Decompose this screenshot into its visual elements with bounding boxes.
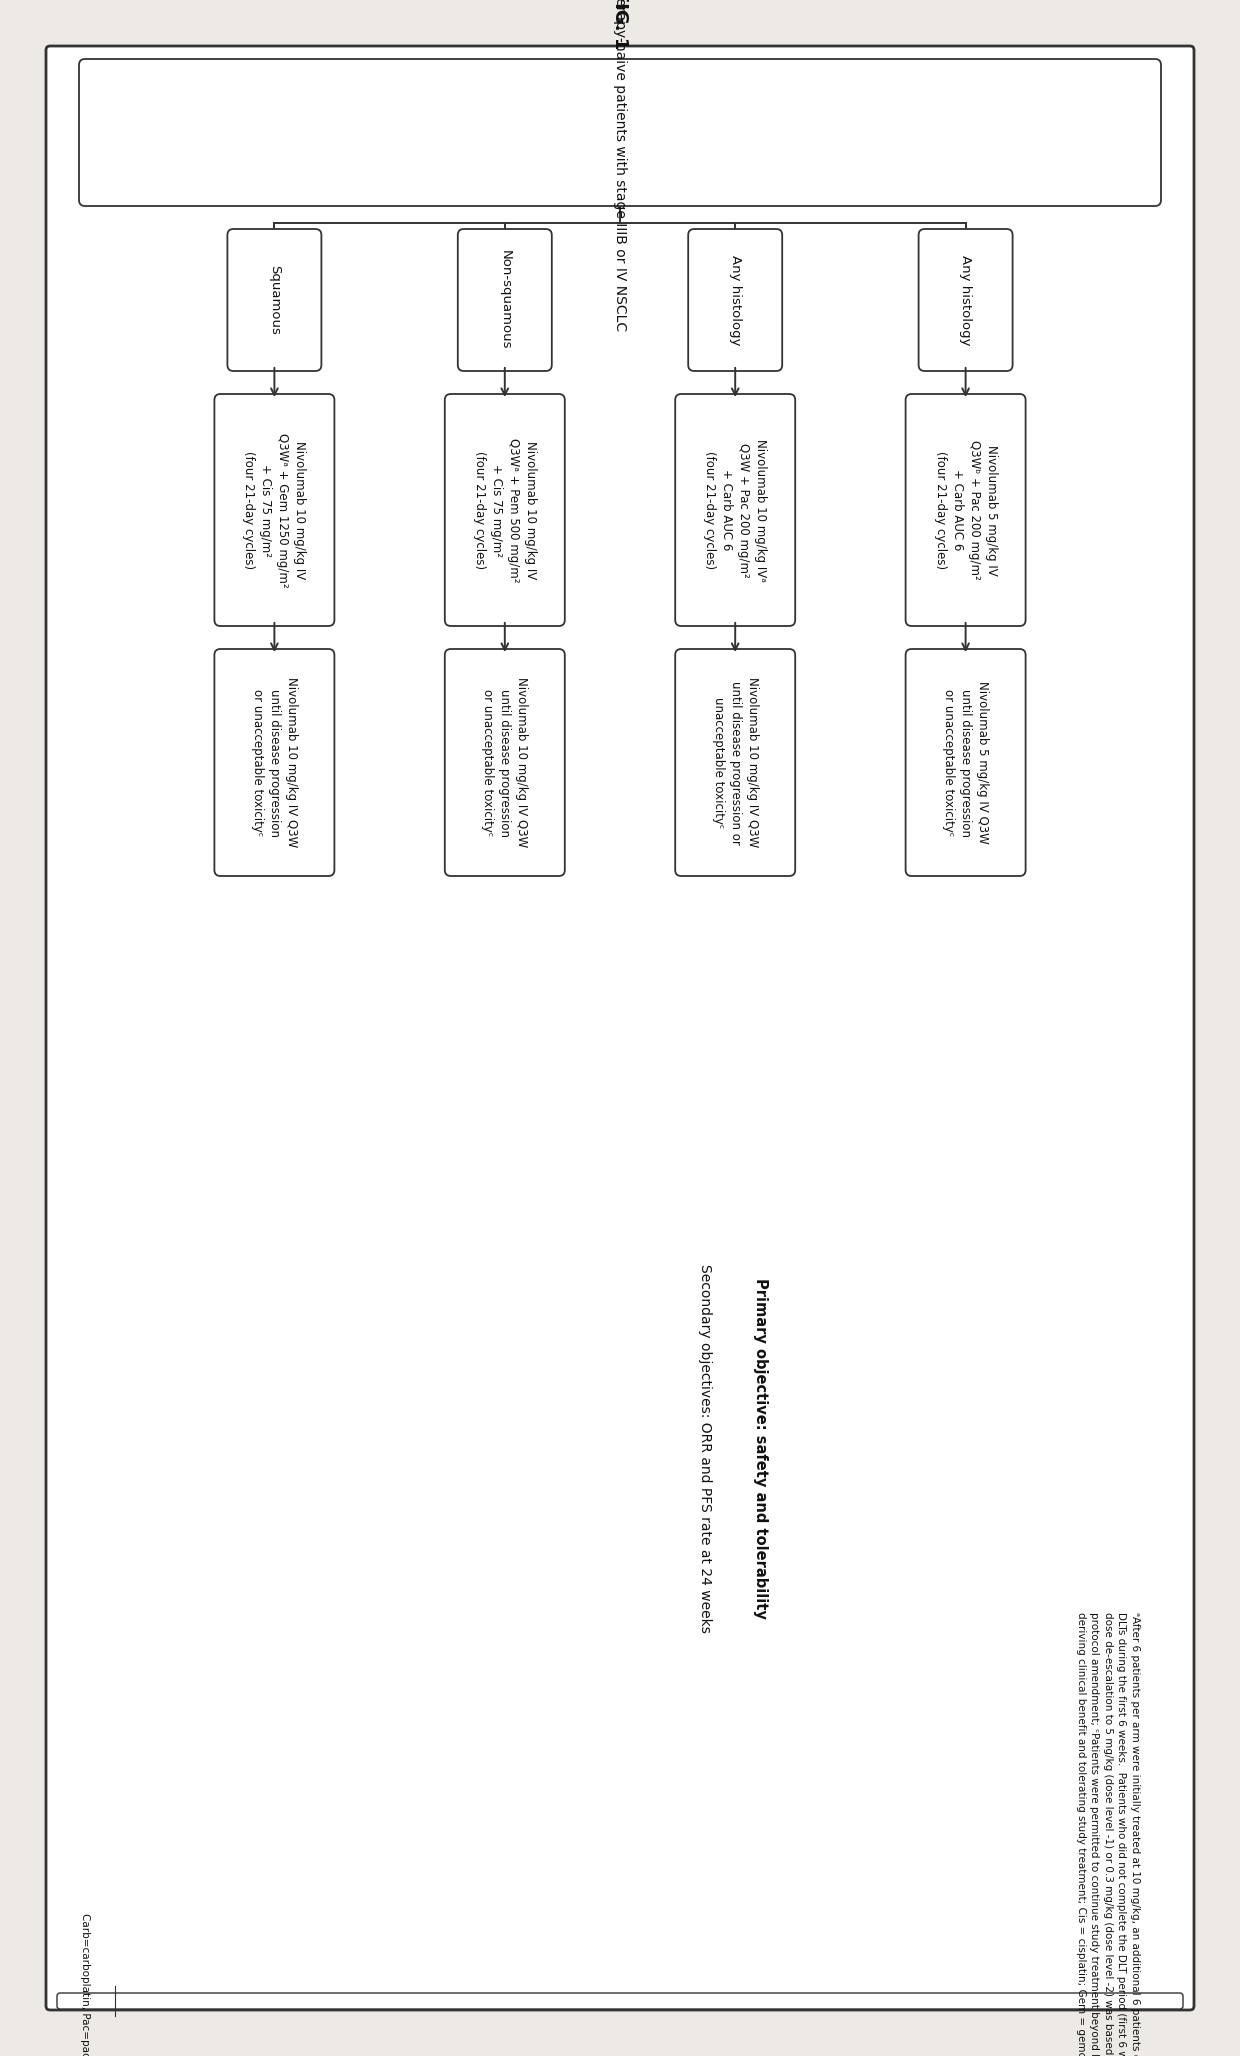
Text: Nivolumab 10 mg/kg IVᵃ
Q3W + Pac 200 mg/m²
+ Carb AUC 6
(four 21-day cycles): Nivolumab 10 mg/kg IVᵃ Q3W + Pac 200 mg/… [703, 438, 768, 582]
FancyBboxPatch shape [57, 1992, 1183, 2009]
Text: Nivolumab 10 mg/kg IV
Q3Wᵃ + Gem 1250 mg/m²
+ Cis 75 mg/m²
(four 21-day cycles): Nivolumab 10 mg/kg IV Q3Wᵃ + Gem 1250 mg… [242, 432, 306, 588]
Text: Nivolumab 5 mg/kg IV
Q3Wᵇ + Pac 200 mg/m²
+ Carb AUC 6
(four 21-day cycles): Nivolumab 5 mg/kg IV Q3Wᵇ + Pac 200 mg/m… [934, 440, 998, 580]
Text: Any histology: Any histology [959, 255, 972, 345]
FancyBboxPatch shape [905, 395, 1025, 625]
FancyBboxPatch shape [445, 395, 564, 625]
Text: ᵃAfter 6 patients per arm were initially treated at 10 mg/kg, an additional 6 pa: ᵃAfter 6 patients per arm were initially… [1075, 1612, 1140, 2056]
FancyBboxPatch shape [227, 228, 321, 370]
FancyBboxPatch shape [215, 395, 335, 625]
FancyBboxPatch shape [445, 650, 564, 876]
Text: Nivolumab 10 mg/kg IV Q3W
until disease progression
or unacceptable toxicityᶜ: Nivolumab 10 mg/kg IV Q3W until disease … [481, 676, 528, 847]
FancyBboxPatch shape [79, 60, 1161, 206]
Text: Secondary objectives: ORR and PFS rate at 24 weeks: Secondary objectives: ORR and PFS rate a… [698, 1264, 712, 1632]
Text: Nivolumab 5 mg/kg IV Q3W
until disease progression
or unacceptable toxicityᶜ: Nivolumab 5 mg/kg IV Q3W until disease p… [942, 681, 990, 843]
Text: Squamous: Squamous [268, 265, 281, 335]
FancyBboxPatch shape [46, 45, 1194, 2011]
FancyBboxPatch shape [688, 228, 782, 370]
Text: Nivolumab 10 mg/kg IV Q3W
until disease progression
or unacceptable toxicityᶜ: Nivolumab 10 mg/kg IV Q3W until disease … [250, 676, 298, 847]
FancyBboxPatch shape [919, 228, 1013, 370]
FancyBboxPatch shape [215, 650, 335, 876]
Text: Non-squamous: Non-squamous [498, 251, 511, 350]
FancyBboxPatch shape [676, 650, 795, 876]
Text: Carb=carboplatin, Pac=paclitaxel: Carb=carboplatin, Pac=paclitaxel [81, 1912, 91, 2056]
Text: Any histology: Any histology [729, 255, 742, 345]
Text: Nivolumab 10 mg/kg IV
Q3Wᵃ + Pem 500 mg/m²
+ Cis 75 mg/m²
(four 21-day cycles): Nivolumab 10 mg/kg IV Q3Wᵃ + Pem 500 mg/… [472, 438, 537, 582]
FancyBboxPatch shape [905, 650, 1025, 876]
Text: Primary objective: safety and tolerability: Primary objective: safety and tolerabili… [753, 1277, 768, 1618]
Text: Chemotherapy-naive patients with stage IIIB or IV NSCLC: Chemotherapy-naive patients with stage I… [613, 0, 627, 331]
FancyBboxPatch shape [458, 228, 552, 370]
Text: FIG. 1: FIG. 1 [611, 0, 629, 49]
Text: Nivolumab 10 mg/kg IV Q3W
until disease progression or
unacceptable toxicityᶜ: Nivolumab 10 mg/kg IV Q3W until disease … [712, 676, 759, 847]
FancyBboxPatch shape [676, 395, 795, 625]
